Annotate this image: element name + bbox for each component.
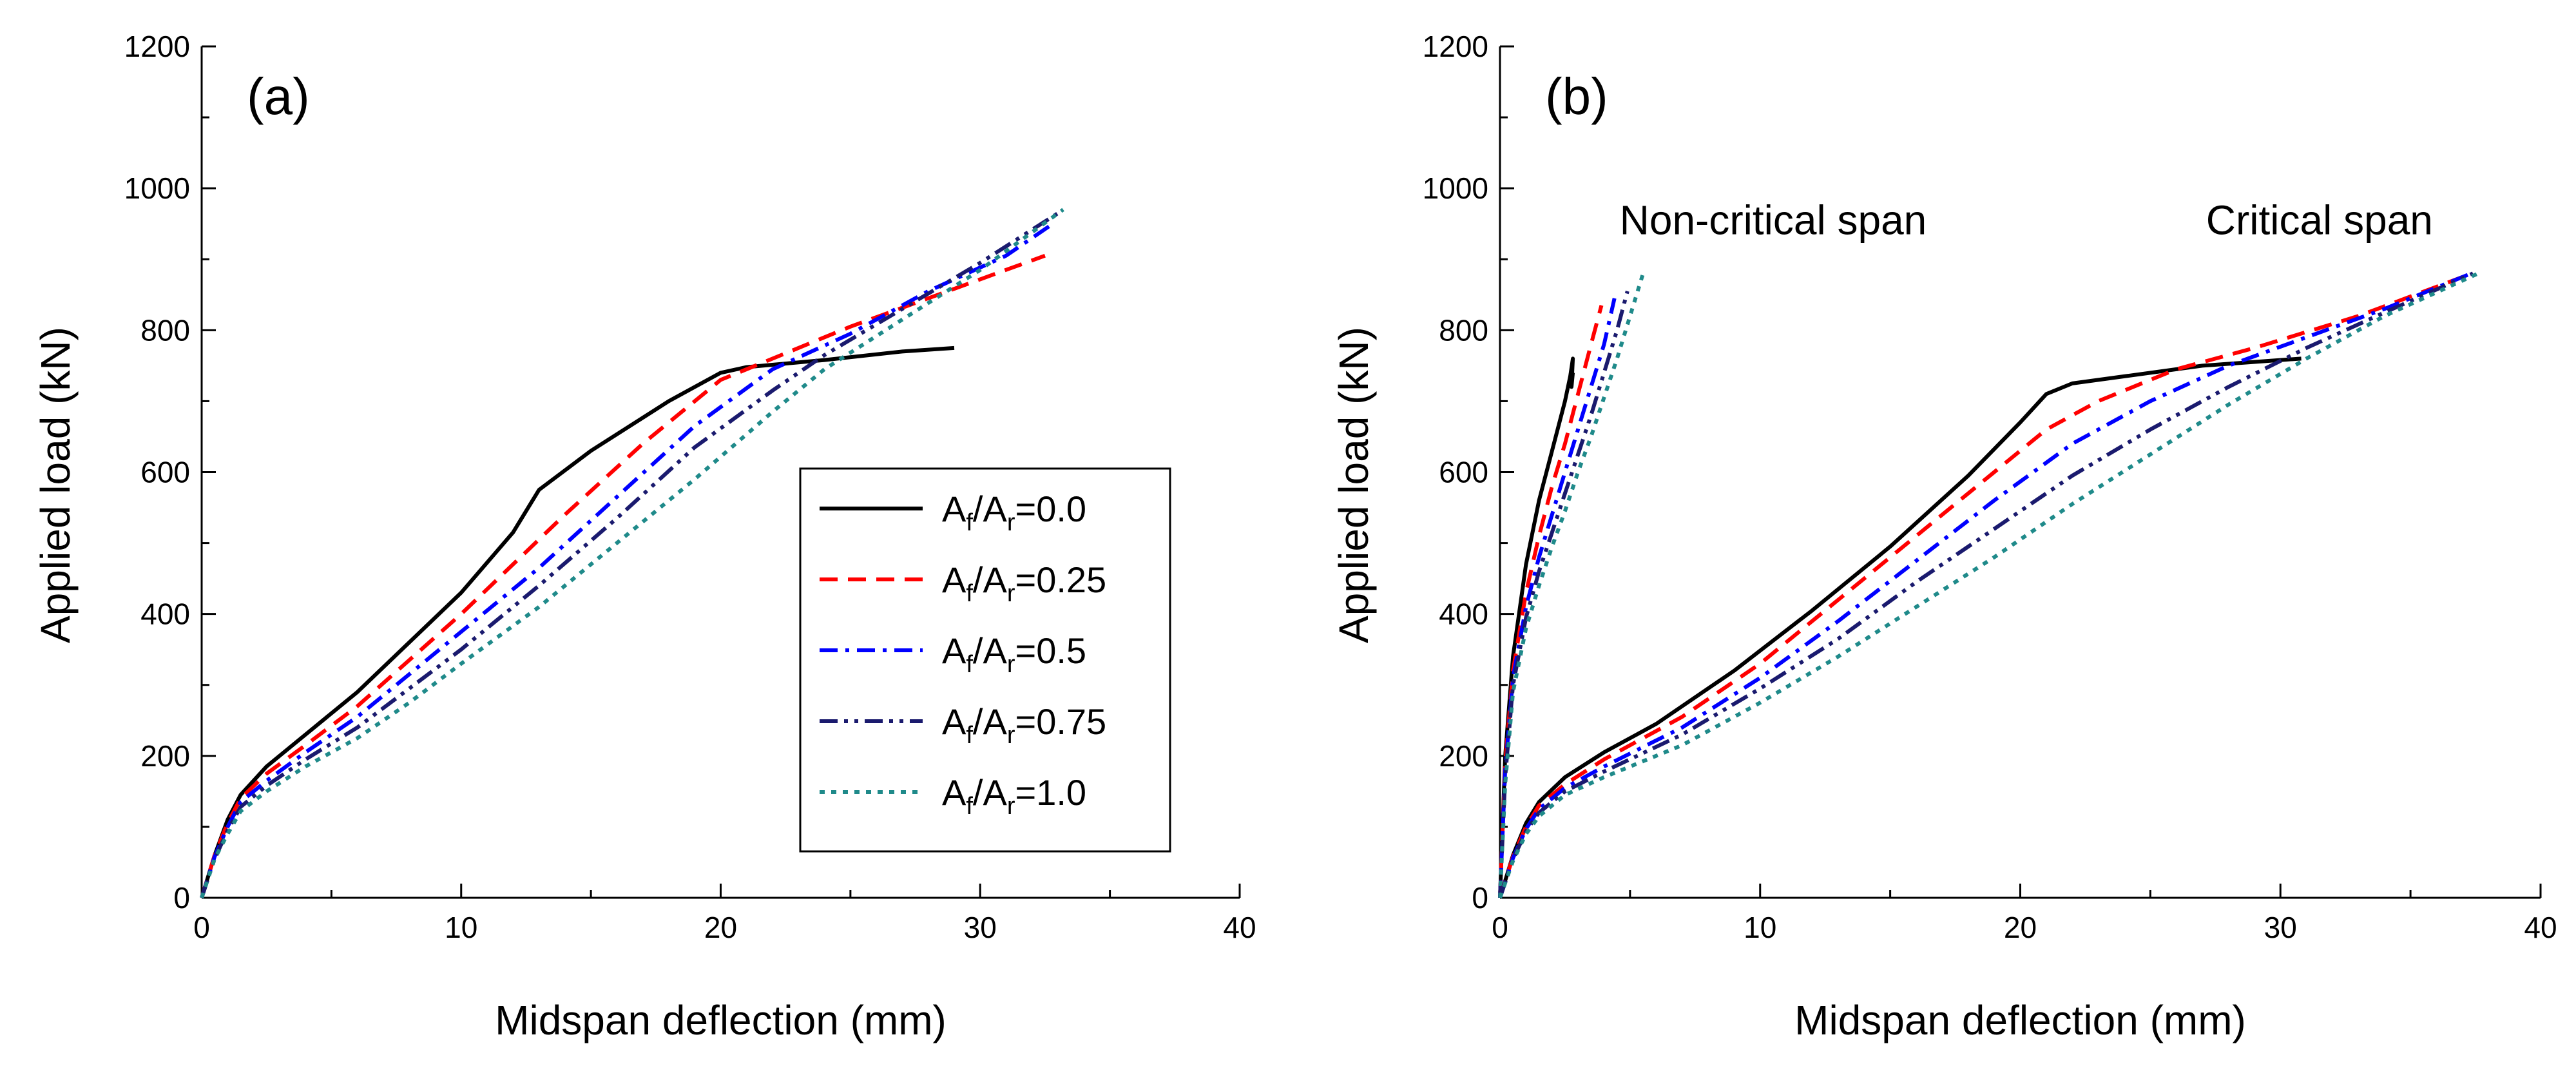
x-tick-label: 0: [193, 911, 210, 944]
x-tick-label: 0: [1492, 911, 1508, 944]
x-tick-label: 40: [2524, 911, 2557, 944]
panel-label: (a): [247, 68, 310, 125]
series-line: [1498, 356, 2302, 898]
annotation-text: Non-critical span: [1620, 197, 1927, 244]
series-line: [1498, 273, 2469, 898]
y-axis-title: Applied load (kN): [1331, 327, 1377, 643]
y-tick-label: 1200: [1423, 30, 1488, 63]
legend-label: Af/Ar=1.0: [942, 772, 1086, 820]
series-line: [1498, 271, 2479, 898]
x-tick-label: 20: [2004, 911, 2037, 944]
series-line: [200, 253, 1046, 898]
series-line: [200, 345, 955, 898]
legend-label: Af/Ar=0.0: [942, 489, 1086, 536]
series-line: [1498, 273, 1645, 898]
legend-label: Af/Ar=0.25: [942, 559, 1106, 607]
x-tick-label: 20: [704, 911, 737, 944]
series-line: [200, 222, 1054, 898]
series-line: [1498, 356, 1575, 898]
y-tick-label: 800: [1439, 313, 1488, 347]
y-tick-label: 600: [140, 456, 190, 489]
annotation-text: Critical span: [2206, 197, 2433, 244]
x-tick-label: 40: [1223, 911, 1256, 944]
legend: Af/Ar=0.0 Af/Ar=0.25 Af/Ar=0.5 Af/Ar=0.75 Af…: [799, 467, 1171, 853]
x-axis-title: Midspan deflection (mm): [495, 997, 947, 1043]
legend-label: Af/Ar=0.75: [942, 701, 1106, 749]
panel-label: (b): [1545, 68, 1608, 125]
x-axis-title: Midspan deflection (mm): [1794, 997, 2246, 1043]
series-line: [1498, 271, 2474, 898]
x-tick-label: 30: [2264, 911, 2297, 944]
y-tick-label: 200: [140, 739, 190, 773]
series-line: [1498, 291, 1629, 898]
y-tick-label: 400: [1439, 597, 1488, 631]
y-tick-label: 0: [1472, 881, 1488, 915]
y-tick-label: 600: [1439, 456, 1488, 489]
series-line: [200, 208, 1064, 898]
y-tick-label: 1200: [124, 30, 190, 63]
y-tick-label: 200: [1439, 739, 1488, 773]
x-tick-label: 30: [964, 911, 997, 944]
series-line: [200, 211, 1059, 898]
y-tick-label: 1000: [124, 171, 190, 205]
y-tick-label: 0: [173, 881, 190, 915]
legend-label: Af/Ar=0.5: [942, 630, 1086, 678]
y-tick-label: 1000: [1423, 171, 1488, 205]
series-line: [1498, 275, 2463, 898]
x-tick-label: 10: [445, 911, 477, 944]
y-axis-title: Applied load (kN): [32, 327, 79, 643]
legend-box: [799, 467, 1171, 853]
y-tick-label: 400: [140, 597, 190, 631]
y-tick-label: 800: [140, 313, 190, 347]
x-tick-label: 10: [1744, 911, 1776, 944]
